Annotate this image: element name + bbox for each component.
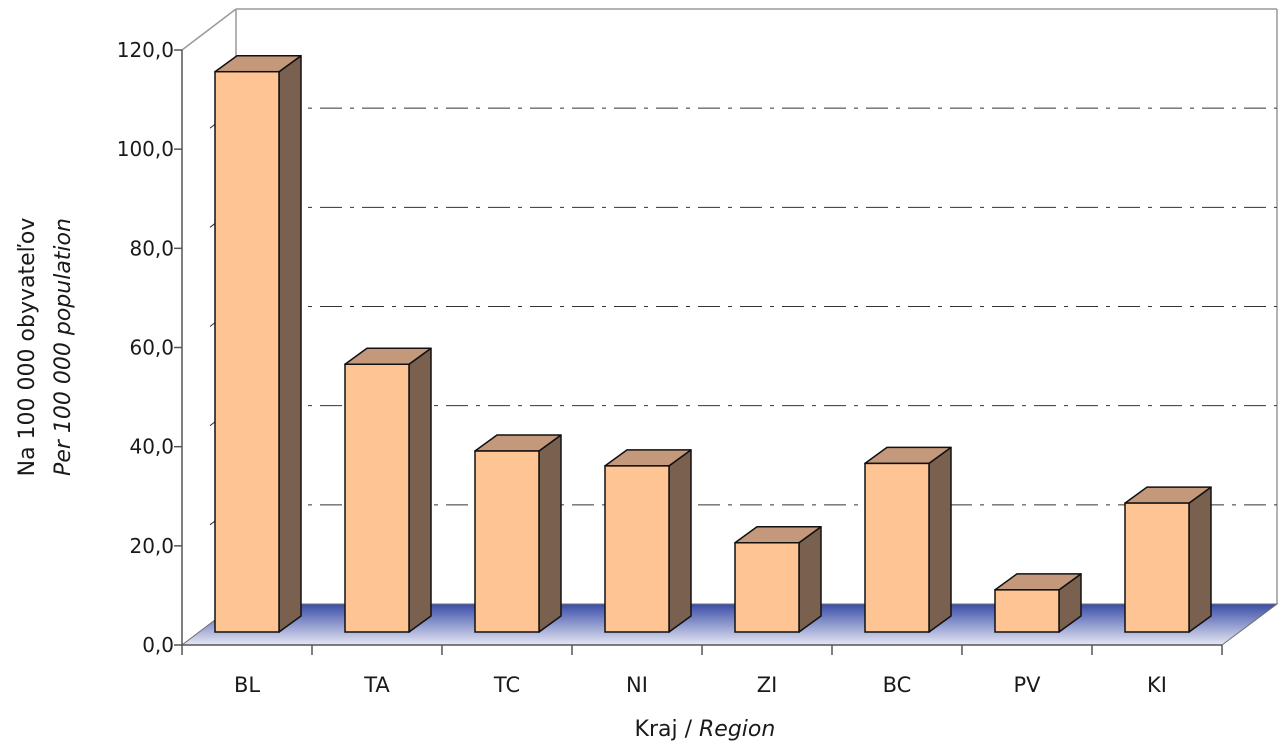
- y-tick-label: 0,0: [142, 633, 174, 657]
- y-tick-label: 20,0: [129, 534, 174, 558]
- bar-front: [864, 462, 930, 633]
- x-tick-label: KI: [1147, 673, 1167, 697]
- bar-bl: [214, 54, 302, 633]
- bar-front: [214, 70, 280, 633]
- bar-bc: [864, 446, 952, 633]
- x-axis-ticks: BL TA TC NI ZI BC PV KI: [181, 645, 1223, 697]
- x-axis-title: Kraj /: [635, 717, 693, 742]
- bar-side: [408, 347, 432, 633]
- bar-side: [798, 526, 822, 633]
- x-tick-label: BL: [234, 673, 260, 697]
- bar-side: [278, 54, 302, 633]
- x-tick-label: PV: [1013, 673, 1041, 697]
- x-tick-label: TC: [493, 673, 520, 697]
- bar-side: [928, 446, 952, 633]
- bar-ki: [1124, 486, 1212, 633]
- bar-ta: [344, 347, 432, 633]
- x-tick-label: BC: [883, 673, 912, 697]
- bar-tc: [474, 434, 562, 633]
- bar-front: [604, 465, 670, 633]
- left-wall-top: [181, 8, 237, 51]
- x-tick-label: TA: [363, 673, 390, 697]
- bar-front: [474, 450, 540, 633]
- bar-front: [994, 589, 1060, 633]
- y-tick-label: 100,0: [117, 137, 174, 161]
- y-axis-title: Na 100 000 obyvateľov: [15, 218, 40, 477]
- x-tick-label: NI: [626, 673, 648, 697]
- y-axis-ticks: 0,0 20,0 40,0 60,0 80,0 100,0 120,0: [117, 38, 182, 657]
- bars: [214, 54, 1212, 633]
- y-tick-label: 60,0: [129, 336, 174, 360]
- bar-ni: [604, 449, 692, 633]
- bar-pv: [994, 573, 1082, 633]
- bar-front: [1124, 502, 1190, 633]
- x-tick-label: ZI: [757, 673, 778, 697]
- bar-side: [1188, 486, 1212, 633]
- x-axis-title-en: Region: [699, 717, 775, 742]
- y-tick-label: 80,0: [129, 236, 174, 260]
- bar-zi: [734, 526, 822, 633]
- y-axis-title-en: Per 100 000 population: [51, 218, 76, 476]
- bar-side: [668, 449, 692, 633]
- bar-side: [538, 434, 562, 633]
- bar-front: [344, 363, 410, 633]
- y-tick-label: 40,0: [129, 435, 174, 459]
- bar-front: [734, 542, 800, 633]
- y-tick-label: 120,0: [117, 38, 174, 62]
